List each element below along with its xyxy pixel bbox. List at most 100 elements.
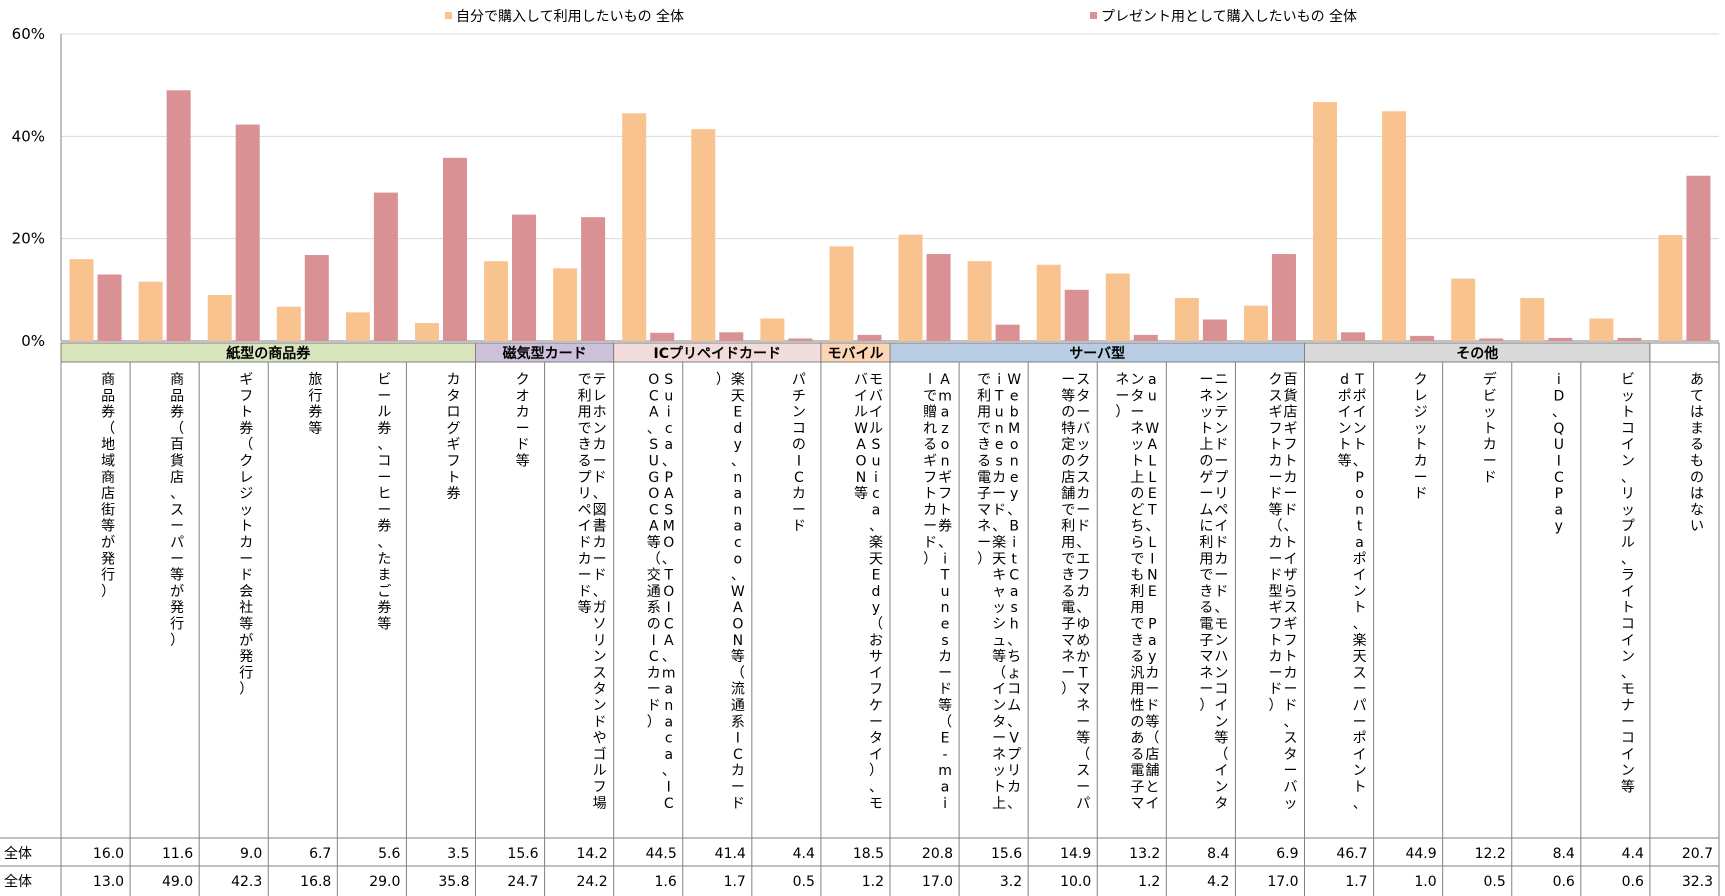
category-label-char: ン — [1130, 372, 1144, 388]
category-label-char: t — [1011, 551, 1017, 567]
category-label-char: o — [734, 551, 743, 567]
category-label-char: O — [663, 584, 674, 600]
category-label-char: や — [593, 731, 607, 747]
category-label-char: ー — [1199, 486, 1213, 502]
bar-self-use — [1036, 264, 1061, 341]
category-label-char: ポ — [1353, 388, 1367, 404]
data-label: 0.6 — [1622, 874, 1644, 890]
category-label-char: カ — [792, 486, 806, 502]
category-label-char: カ — [1414, 454, 1428, 470]
category-label-char: コ — [1214, 682, 1228, 698]
category-label-char: ） — [1115, 405, 1129, 421]
data-label: 14.2 — [576, 846, 607, 862]
bar-self-use — [898, 234, 923, 341]
category-label-char: 等 — [647, 534, 661, 551]
data-label: 8.4 — [1207, 846, 1229, 862]
category-label-char: 通 — [731, 698, 745, 714]
category-label-char: ー — [1621, 714, 1635, 730]
category-label-char: 天 — [869, 551, 883, 567]
category-label-char: ら — [1130, 535, 1144, 551]
data-label: 1.6 — [654, 874, 676, 890]
category-label-char: ャ — [992, 584, 1006, 600]
category-label-char: イ — [1284, 551, 1298, 567]
category-label-char: チ — [792, 388, 806, 404]
category-label-char: 上 — [992, 796, 1006, 812]
category-label-char: カ — [593, 535, 607, 551]
category-label-char: ） — [977, 551, 991, 567]
category-label-char: ネ — [1115, 372, 1129, 388]
category-label-char: 利 — [1130, 584, 1144, 600]
category-label-char: 、 — [1007, 714, 1021, 730]
category-label-char: ） — [716, 372, 730, 388]
category-label-char: ン — [1214, 633, 1228, 649]
data-label: 20.7 — [1682, 846, 1713, 862]
category-label-char: Q — [1553, 421, 1564, 437]
category-label-char: ー — [1076, 405, 1090, 421]
category-label-char: ） — [1061, 682, 1075, 698]
category-label-char: 等 — [1338, 453, 1352, 470]
category-label-char: ド — [593, 568, 607, 584]
category-label-char: ド — [1483, 470, 1497, 486]
category-label-char: P — [665, 470, 673, 486]
category-label-char: ネ — [1199, 665, 1213, 681]
bar-self-use — [1313, 102, 1338, 341]
category-label-char: ザ — [1284, 568, 1298, 584]
category-label-char: ニ — [1214, 372, 1228, 388]
category-label-char: タ — [1130, 388, 1144, 404]
category-label-char: ト — [1199, 421, 1213, 437]
category-label-char: L — [1148, 535, 1156, 551]
category-label-char: ド — [1269, 682, 1283, 698]
category-label-char: 、 — [1353, 796, 1367, 812]
category-label-char: ） — [923, 551, 937, 567]
category-label-char: ト — [938, 502, 952, 518]
category-label-char: P — [1555, 486, 1563, 502]
category-label-char: コ — [792, 421, 806, 437]
category-label-char: ー — [578, 568, 592, 584]
category-label-char: イ — [578, 519, 592, 535]
category-label-char: モ — [869, 796, 883, 812]
category-label-char: ド — [1284, 502, 1298, 518]
category-label-char: M — [663, 519, 675, 535]
category-label-char: バ — [1076, 421, 1090, 437]
category-label-char: ム — [1007, 698, 1021, 714]
category-label-char: 、 — [869, 519, 883, 535]
category-label-char: A — [649, 405, 659, 421]
data-label: 15.6 — [507, 846, 538, 862]
category-label-char: ス — [1284, 600, 1298, 616]
category-label-char: イ — [1214, 698, 1228, 714]
category-label-char: の — [1199, 454, 1213, 470]
category-label-char: N — [856, 470, 866, 486]
category-label-char: s — [1011, 600, 1018, 616]
category-label-char: イ — [869, 747, 883, 763]
category-label-char: a — [1148, 633, 1157, 649]
category-label-char: 、 — [662, 551, 676, 567]
bar-gift — [1341, 332, 1366, 341]
category-label-char: ー — [1115, 388, 1129, 404]
category-label-char: i — [874, 470, 878, 486]
category-label-char: C — [664, 617, 674, 633]
category-label-char: パ — [792, 372, 806, 388]
category-label-char: C — [649, 502, 659, 518]
category-label-char: レ — [1414, 388, 1428, 404]
data-label: 5.6 — [378, 846, 400, 862]
bar-gift — [1686, 175, 1711, 341]
category-label-char: 交 — [647, 567, 661, 584]
category-label-char: 商 — [101, 372, 115, 388]
data-label: 6.7 — [309, 846, 331, 862]
category-label-char: コ — [1621, 731, 1635, 747]
category-label-char: ポ — [1338, 388, 1352, 404]
category-label-char: i — [667, 405, 671, 421]
category-label-char: で — [1061, 551, 1075, 567]
category-label-char: 天 — [1353, 649, 1367, 665]
category-label-char: m — [938, 388, 952, 404]
group-label: 磁気型カード — [503, 345, 587, 362]
bar-gift — [166, 90, 191, 342]
group-label: モバイル — [827, 346, 883, 362]
category-label-char: て — [1690, 388, 1704, 404]
category-label-char: ー — [792, 502, 806, 518]
category-label-char: T — [1078, 665, 1088, 681]
category-label-char: ー — [923, 519, 937, 535]
bar-gift — [1410, 335, 1435, 341]
category-label-char: e — [941, 617, 950, 633]
category-label-char: カ — [516, 405, 530, 421]
